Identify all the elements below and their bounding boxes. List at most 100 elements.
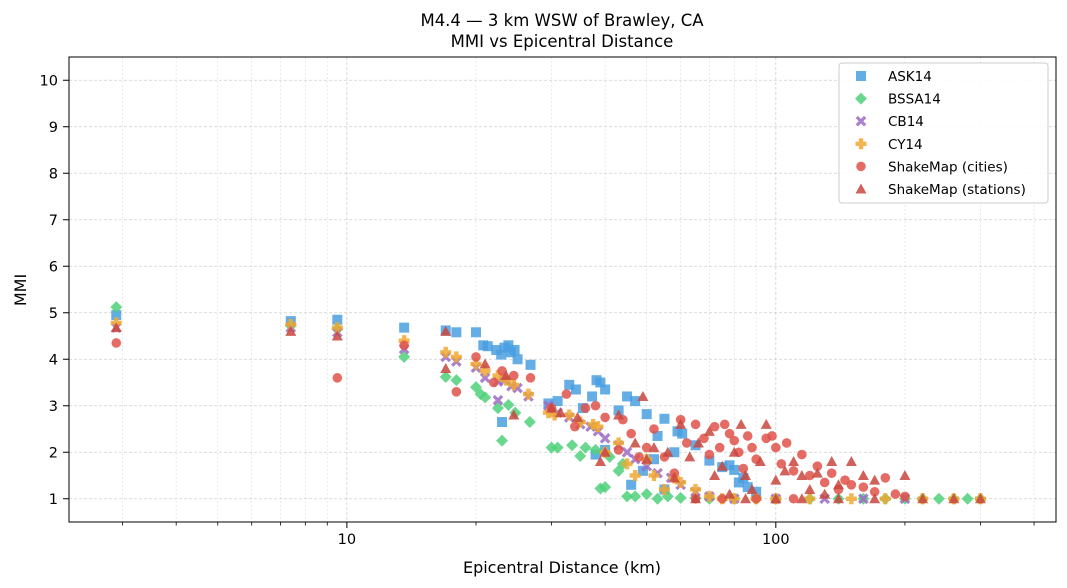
- data-point: [564, 379, 575, 390]
- data-point: [649, 424, 659, 434]
- data-point: [703, 490, 715, 502]
- data-point: [648, 442, 660, 453]
- data-point: [880, 473, 891, 483]
- data-point: [497, 417, 508, 428]
- data-point: [846, 480, 857, 490]
- y-tick-label: 1: [49, 492, 58, 508]
- data-point: [659, 413, 670, 424]
- data-point: [668, 472, 680, 483]
- legend: ASK14 BSSA14 CB14 CY14 ShakeMap (cities) Shak…: [838, 62, 1049, 204]
- data-point: [740, 493, 752, 504]
- data-point: [738, 463, 749, 474]
- data-point: [500, 374, 512, 386]
- data-point: [879, 493, 891, 505]
- data-point: [451, 327, 462, 338]
- data-point: [674, 491, 687, 504]
- data-point: [599, 446, 611, 457]
- data-point: [451, 387, 462, 397]
- data-point: [634, 452, 644, 462]
- data-point: [811, 467, 823, 478]
- data-point: [770, 493, 782, 504]
- data-point: [492, 394, 504, 406]
- y-tick-label: 3: [49, 399, 58, 415]
- chart-title: M4.4 — 3 km WSW of Brawley, CA: [420, 11, 704, 30]
- data-point: [600, 384, 611, 395]
- data-point: [716, 460, 728, 471]
- data-point: [479, 391, 492, 404]
- data-point: [858, 482, 869, 492]
- data-point: [742, 431, 753, 441]
- y-tick-label: 8: [49, 166, 58, 182]
- data-point: [651, 492, 664, 505]
- data-point: [626, 479, 637, 490]
- data-point: [599, 432, 611, 444]
- data-point: [110, 322, 122, 333]
- data-point: [482, 341, 493, 352]
- data-point: [549, 409, 561, 421]
- data-point: [709, 421, 720, 432]
- data-point: [770, 474, 782, 485]
- data-point: [641, 442, 652, 453]
- data-point: [566, 439, 579, 452]
- data-point: [648, 470, 660, 481]
- data-point: [869, 486, 880, 497]
- data-point: [709, 470, 721, 480]
- data-point: [669, 447, 680, 458]
- data-point: [724, 428, 735, 439]
- legend-label: BSSA14: [888, 92, 941, 108]
- data-point: [503, 340, 514, 351]
- data-point: [742, 482, 753, 493]
- data-point: [637, 390, 649, 401]
- y-tick-label: 5: [49, 306, 58, 322]
- data-point: [439, 370, 452, 383]
- y-tick-label: 2: [49, 445, 58, 461]
- data-point: [690, 483, 702, 495]
- legend-marker: [855, 92, 867, 105]
- data-point: [522, 388, 534, 400]
- data-point: [570, 421, 580, 432]
- data-point: [788, 466, 799, 476]
- data-point: [555, 407, 567, 418]
- data-point: [629, 437, 641, 448]
- data-point: [714, 442, 725, 453]
- data-point: [724, 488, 736, 499]
- data-point: [845, 493, 857, 505]
- series-5: [110, 322, 986, 504]
- data-point: [729, 435, 740, 446]
- data-point: [621, 446, 633, 458]
- data-point: [640, 488, 653, 501]
- data-point: [729, 464, 740, 475]
- data-point: [804, 493, 816, 505]
- data-point: [812, 461, 823, 472]
- data-point: [450, 374, 463, 387]
- data-point: [690, 419, 701, 430]
- data-point: [545, 441, 558, 454]
- data-point: [543, 398, 554, 409]
- chart-subtitle: MMI vs Epicentral Distance: [451, 32, 674, 51]
- data-point: [819, 477, 830, 488]
- data-point: [776, 459, 787, 469]
- data-point: [551, 441, 564, 454]
- data-point: [703, 425, 715, 436]
- data-point: [754, 456, 766, 467]
- data-point: [832, 479, 844, 490]
- x-axis-label: Epicentral Distance (km): [463, 558, 661, 577]
- data-point: [779, 465, 791, 476]
- data-point: [110, 301, 123, 314]
- data-point: [508, 379, 520, 391]
- data-point: [621, 458, 633, 470]
- data-point: [974, 493, 986, 504]
- data-point: [525, 359, 536, 370]
- data-point: [788, 493, 799, 504]
- data-point: [728, 446, 740, 457]
- data-point: [574, 416, 586, 428]
- data-point: [662, 446, 674, 457]
- data-point: [735, 418, 747, 429]
- data-point: [502, 398, 515, 411]
- data-point: [900, 491, 910, 502]
- data-point: [845, 456, 857, 467]
- data-point: [747, 442, 757, 453]
- data-point: [630, 396, 641, 407]
- data-point: [488, 377, 499, 388]
